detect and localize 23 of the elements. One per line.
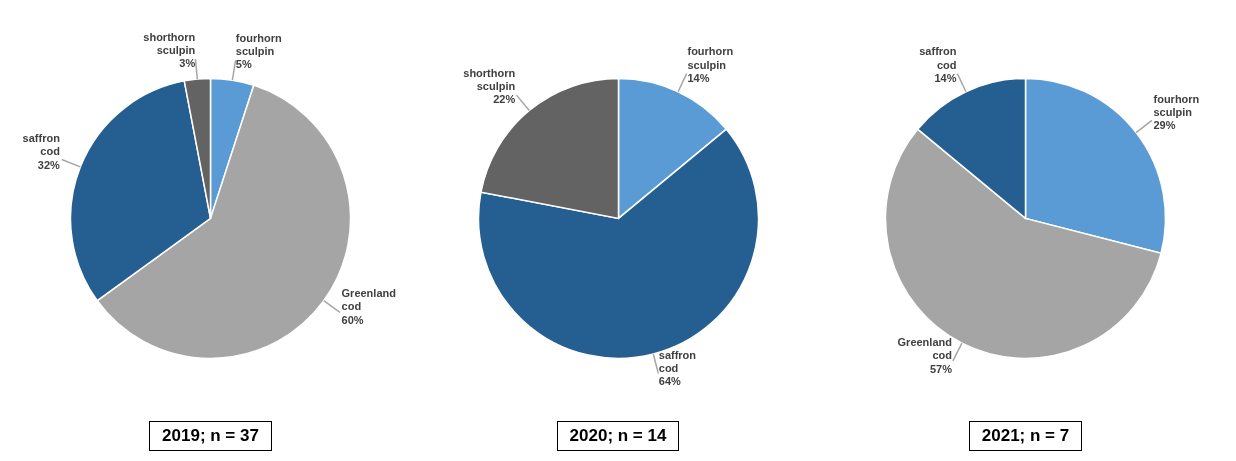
data-label: 14% — [934, 71, 957, 84]
data-label: 29% — [1153, 119, 1176, 132]
slice-label: fourhorn sculpin — [235, 31, 282, 58]
slice-label: saffron cod — [919, 45, 957, 71]
data-label: 5% — [235, 58, 252, 71]
text: 2019; n = 37 — [149, 421, 272, 451]
slice-label: fourhorn sculpin — [1153, 92, 1200, 118]
data-label: 32% — [37, 158, 61, 171]
text: 2021; n = 7 — [968, 421, 1083, 451]
data-label: 64% — [658, 375, 681, 388]
data-label: 22% — [492, 93, 515, 106]
slice-label: shorthorn sculpin — [462, 67, 516, 93]
slice-label: saffron cod — [22, 132, 61, 158]
slice-label: fourhorn sculpin — [686, 45, 734, 71]
slice-label: Greenland cod — [341, 287, 396, 313]
slice-label: Greenland cod — [897, 336, 952, 362]
text: 2020; n = 14 — [556, 421, 680, 451]
slice-label: saffron cod — [658, 348, 696, 375]
slice-label: shorthorn sculpin — [143, 30, 196, 56]
data-label: 14% — [686, 71, 710, 84]
data-label: 57% — [929, 362, 953, 375]
data-label: 3% — [179, 57, 196, 70]
data-label: 60% — [341, 313, 364, 326]
